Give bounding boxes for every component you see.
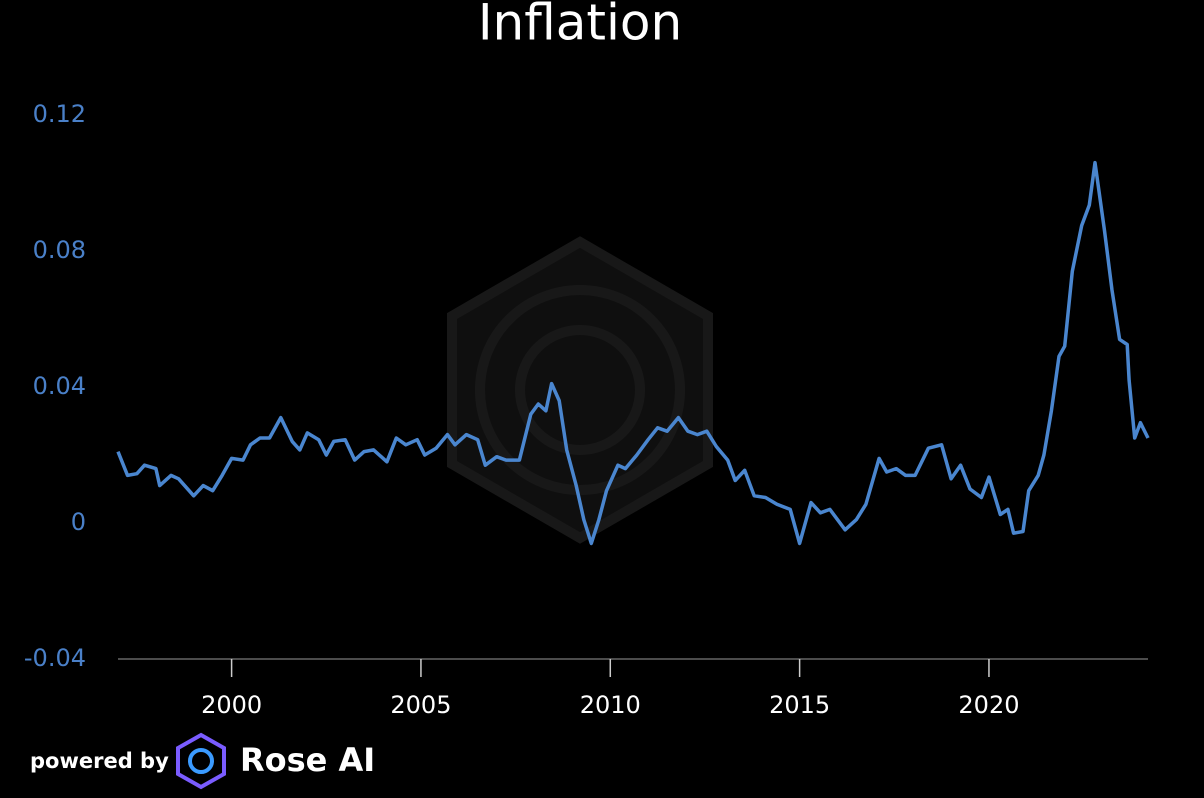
watermark bbox=[447, 236, 713, 544]
series-line bbox=[116, 160, 1150, 546]
brand-logo bbox=[176, 732, 226, 790]
x-tick-label: 2015 bbox=[769, 691, 830, 719]
y-tick-label: 0.12 bbox=[33, 100, 86, 128]
x-tick-label: 2000 bbox=[201, 691, 262, 719]
brand-name: Rose AI bbox=[240, 741, 375, 779]
y-tick-label: 0.04 bbox=[33, 372, 86, 400]
x-tick-label: 2005 bbox=[390, 691, 451, 719]
chart-title: Inflation bbox=[478, 0, 682, 52]
y-tick-label: 0.08 bbox=[33, 236, 86, 264]
powered-by: powered by bbox=[30, 749, 169, 773]
y-tick-label: 0 bbox=[71, 508, 86, 536]
y-tick-label: -0.04 bbox=[24, 644, 86, 672]
x-tick-label: 2020 bbox=[958, 691, 1019, 719]
x-tick-label: 2010 bbox=[580, 691, 641, 719]
